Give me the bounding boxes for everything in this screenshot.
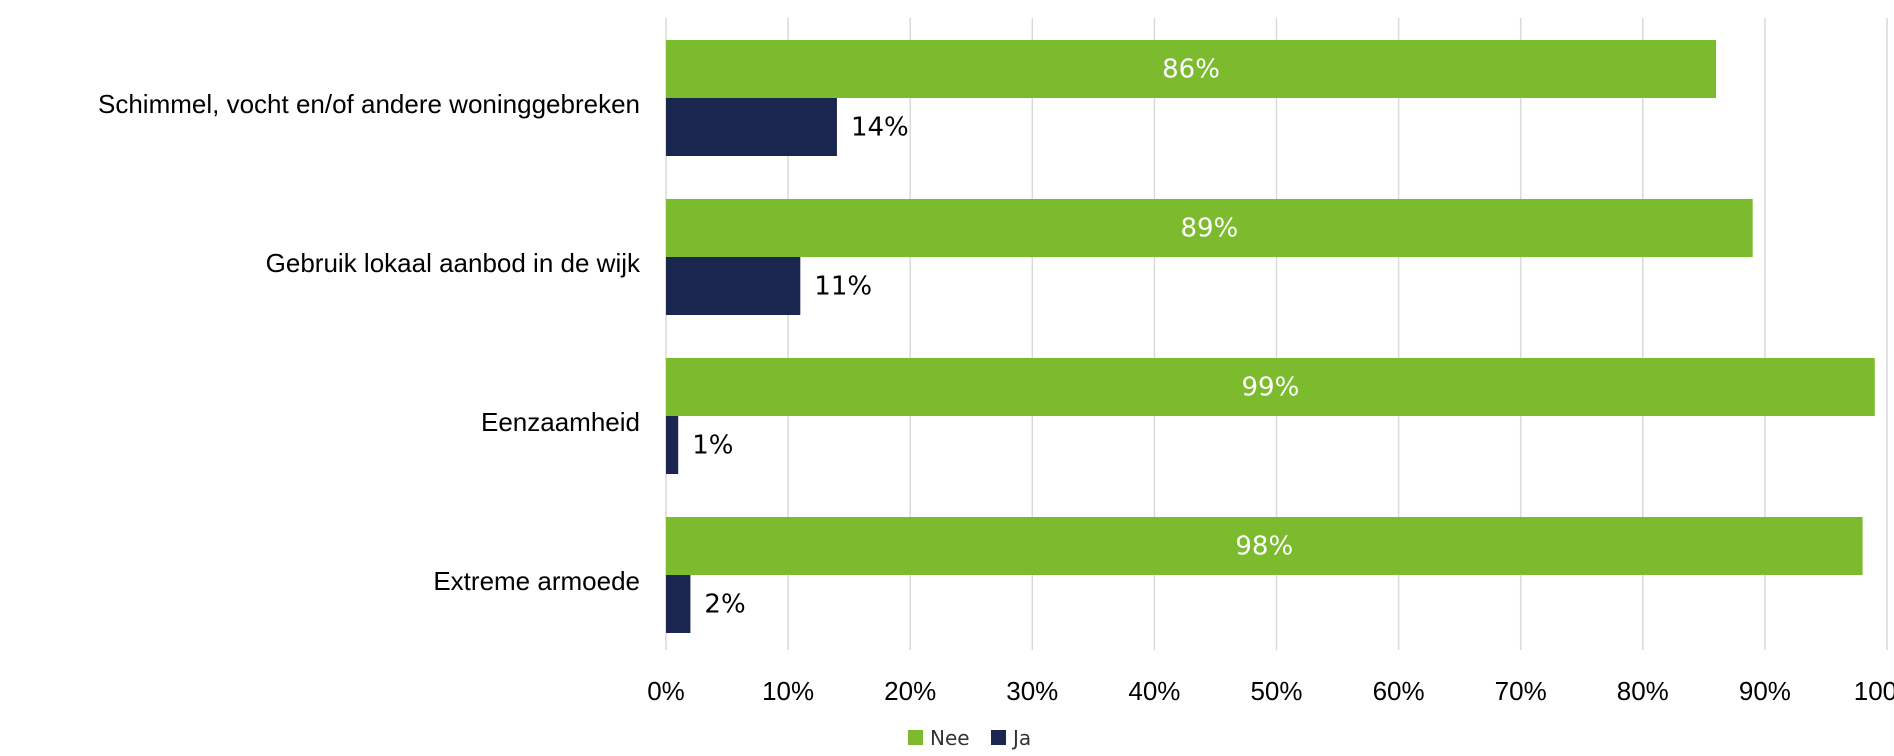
legend-label-nee: Nee <box>930 726 970 750</box>
x-tick-label-6: 60% <box>1373 676 1425 706</box>
bar-nee-2 <box>666 358 1875 416</box>
data-labels: 86% 14% 89% 11% 99% 1% 98% 2% <box>692 55 1299 620</box>
bar-ja-1 <box>666 257 801 315</box>
category-label-0: Schimmel, vocht en/of andere woninggebre… <box>98 89 640 119</box>
data-label-nee-0: 86% <box>1162 55 1220 85</box>
legend-label-ja: Ja <box>1011 726 1031 750</box>
data-label-nee-3: 98% <box>1235 532 1293 562</box>
bars <box>666 40 1875 633</box>
data-label-ja-2: 1% <box>692 431 733 461</box>
data-label-ja-0: 14% <box>851 113 909 143</box>
data-label-nee-1: 89% <box>1180 214 1238 244</box>
bar-ja-3 <box>666 575 691 633</box>
x-tick-label-0: 0% <box>647 676 685 706</box>
x-tick-label-9: 90% <box>1739 676 1791 706</box>
category-labels: Schimmel, vocht en/of andere woninggebre… <box>98 89 641 596</box>
bar-nee-0 <box>666 40 1717 98</box>
bar-nee-1 <box>666 199 1753 257</box>
x-tick-label-8: 80% <box>1617 676 1669 706</box>
x-tick-label-10: 100% <box>1854 676 1894 706</box>
x-tick-label-4: 40% <box>1128 676 1180 706</box>
x-tick-label-3: 30% <box>1006 676 1058 706</box>
x-tick-label-2: 20% <box>884 676 936 706</box>
legend: Nee Ja <box>908 726 1031 750</box>
category-label-3: Extreme armoede <box>433 566 640 596</box>
data-label-nee-2: 99% <box>1241 373 1299 403</box>
bar-nee-3 <box>666 517 1863 575</box>
bar-ja-0 <box>666 98 837 156</box>
x-axis-ticks: 0% 10% 20% 30% 40% 50% 60% 70% 80% 90% 100% <box>647 676 1894 706</box>
bar-ja-2 <box>666 416 679 474</box>
x-tick-label-1: 10% <box>762 676 814 706</box>
x-tick-label-7: 70% <box>1495 676 1547 706</box>
x-tick-label-5: 50% <box>1250 676 1302 706</box>
category-label-1: Gebruik lokaal aanbod in de wijk <box>266 248 641 278</box>
category-label-2: Eenzaamheid <box>481 407 640 437</box>
legend-swatch-ja <box>991 730 1006 745</box>
legend-swatch-nee <box>908 730 923 745</box>
data-label-ja-3: 2% <box>704 590 745 620</box>
data-label-ja-1: 11% <box>814 272 872 302</box>
